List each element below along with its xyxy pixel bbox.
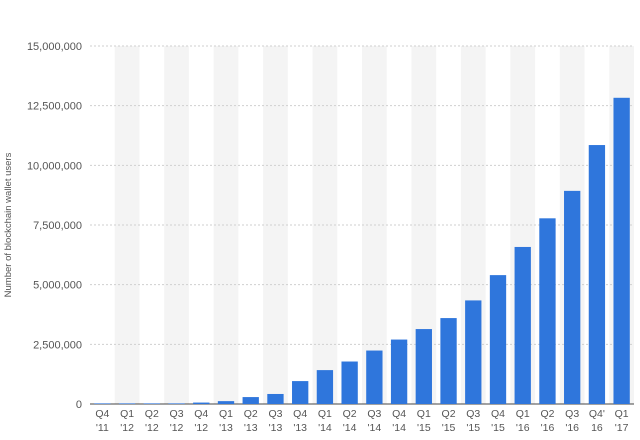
x-tick-label: 16 — [591, 422, 603, 434]
bar — [564, 190, 581, 404]
x-tick-label: Q2 — [244, 408, 258, 420]
x-tick-label: Q2 — [442, 408, 456, 420]
x-tick-label: '14 — [368, 422, 382, 434]
x-tick-label: Q3 — [268, 408, 282, 420]
bar — [440, 318, 457, 404]
bar — [168, 403, 185, 404]
x-tick-label: Q1 — [417, 408, 431, 420]
bar — [465, 300, 482, 404]
x-tick-label: Q4 — [194, 408, 208, 420]
x-tick-label: Q4 — [491, 408, 505, 420]
y-tick-label: 5,000,000 — [33, 280, 82, 292]
bar — [514, 246, 531, 404]
x-tick-label: '15 — [491, 422, 505, 434]
x-tick-label: '12 — [170, 422, 184, 434]
x-tick-label: Q2 — [145, 408, 159, 420]
background-band — [312, 46, 338, 404]
x-tick-label: Q4' — [589, 408, 605, 420]
x-tick-label: '15 — [466, 422, 480, 434]
bar — [193, 402, 210, 404]
x-tick-label: '16 — [541, 422, 555, 434]
bar — [118, 403, 136, 404]
x-tick-label: '16 — [565, 422, 579, 434]
x-tick-label: Q3 — [565, 408, 579, 420]
y-tick-label: 2,500,000 — [33, 339, 82, 351]
x-tick-label: '15 — [417, 422, 431, 434]
bars — [94, 97, 630, 405]
x-tick-label: Q2 — [343, 408, 357, 420]
x-tick-label: Q1 — [318, 408, 332, 420]
x-tick-label: Q2 — [540, 408, 554, 420]
bar — [613, 97, 630, 405]
y-axis-title: Number of blockchain wallet users — [3, 152, 14, 297]
x-tick-label: '12 — [145, 422, 159, 434]
bar — [316, 370, 334, 404]
bar — [588, 145, 606, 404]
x-tick-label: Q3 — [367, 408, 381, 420]
x-tick-label: Q3 — [170, 408, 184, 420]
bar — [217, 401, 235, 404]
x-tick-label: Q3 — [466, 408, 480, 420]
x-axis-ticks: Q4 '11 Q1 '12 Q2 '12 Q3 '12 Q4 '12 Q1 '13 Q2 '13 Q3 '13… — [95, 408, 628, 434]
y-axis-ticks: 0 2,500,000 5,000,000 7,500,000 10,000,000 12… — [27, 41, 82, 411]
x-tick-label: '17 — [615, 422, 629, 434]
x-tick-label: Q1 — [219, 408, 233, 420]
bar — [539, 218, 556, 404]
y-tick-label: 10,000,000 — [27, 160, 82, 172]
x-tick-label: '12 — [120, 422, 134, 434]
x-tick-label: '14 — [392, 422, 406, 434]
x-tick-label: '12 — [194, 422, 208, 434]
x-tick-label: Q4 — [392, 408, 406, 420]
bar — [292, 381, 309, 404]
y-tick-label: 15,000,000 — [27, 41, 82, 53]
x-tick-label: '13 — [269, 422, 283, 434]
x-tick-label: Q1 — [516, 408, 530, 420]
y-tick-label: 7,500,000 — [33, 220, 82, 232]
x-tick-label: Q4 — [293, 408, 307, 420]
bar — [267, 393, 284, 404]
bar — [415, 329, 432, 404]
bar — [341, 361, 358, 404]
x-tick-label: '13 — [219, 422, 233, 434]
x-tick-label: '14 — [318, 422, 332, 434]
x-tick-label: '15 — [442, 422, 456, 434]
x-tick-label: '14 — [343, 422, 357, 434]
x-tick-label: Q4 — [95, 408, 109, 420]
background-band — [164, 46, 189, 404]
x-tick-label: '11 — [96, 422, 109, 434]
x-tick-label: '13 — [293, 422, 307, 434]
x-tick-label: Q1 — [120, 408, 134, 420]
bar — [94, 403, 111, 404]
bar — [390, 339, 408, 404]
bar — [489, 275, 507, 404]
bar — [366, 350, 383, 404]
bar — [242, 397, 259, 404]
x-tick-label: '13 — [244, 422, 258, 434]
bar — [143, 403, 160, 404]
y-tick-label: 12,500,000 — [27, 101, 82, 113]
y-tick-label: 0 — [76, 399, 82, 411]
x-tick-label: '16 — [516, 422, 530, 434]
x-tick-label: Q1 — [615, 408, 629, 420]
